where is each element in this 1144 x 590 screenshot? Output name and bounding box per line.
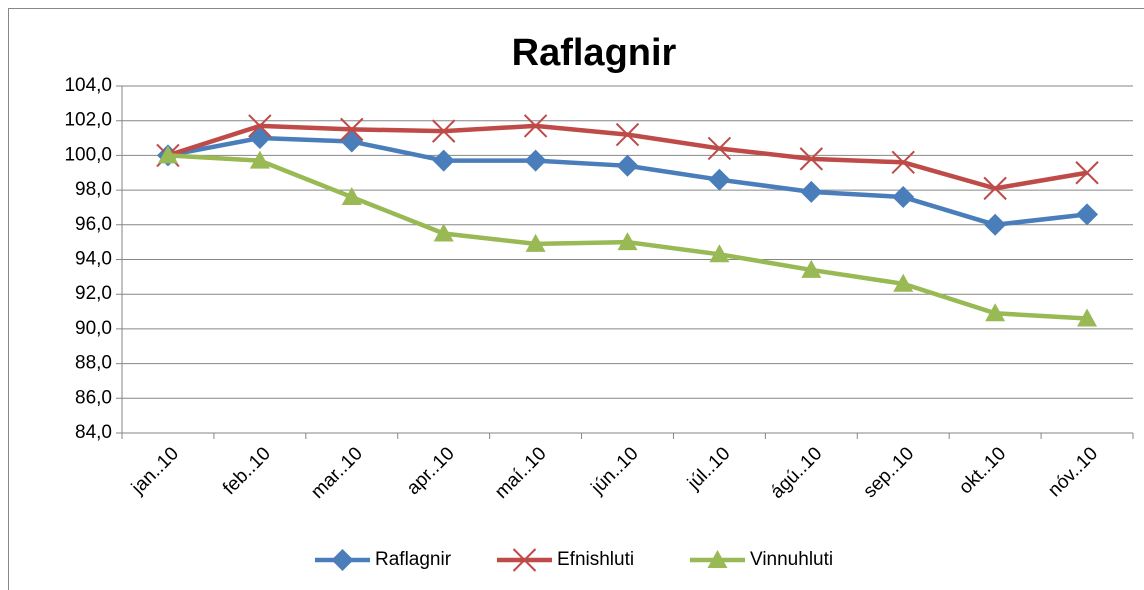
y-tick-label: 90,0 <box>75 318 112 339</box>
marker <box>431 119 456 143</box>
x-tick-label: okt..10 <box>955 443 1010 498</box>
marker <box>617 232 638 251</box>
marker <box>1075 161 1099 185</box>
y-tick-label: 88,0 <box>75 353 112 374</box>
x-tick-label: feb..10 <box>219 443 275 499</box>
marker <box>523 114 548 138</box>
y-tick-label: 96,0 <box>75 214 112 235</box>
y-tick-label: 86,0 <box>75 387 112 408</box>
marker <box>341 187 362 206</box>
marker <box>340 130 363 153</box>
x-tick-label: maí..10 <box>491 443 551 503</box>
marker <box>433 223 454 242</box>
marker <box>893 273 914 292</box>
marker <box>524 149 547 172</box>
marker <box>1076 203 1099 226</box>
legend-label: Raflagnir <box>375 549 452 570</box>
y-tick-label: 84,0 <box>75 422 112 443</box>
marker <box>983 176 1007 201</box>
marker <box>1077 308 1098 327</box>
y-tick-label: 92,0 <box>75 283 112 304</box>
marker <box>984 213 1007 236</box>
legend-label: Efnishluti <box>557 549 634 570</box>
x-tick-label: nóv..10 <box>1044 443 1102 501</box>
legend-label: Vinnuhluti <box>750 549 833 570</box>
legend-item: Raflagnir <box>315 549 452 571</box>
marker <box>800 180 823 203</box>
marker <box>892 186 915 209</box>
marker <box>708 168 731 191</box>
y-tick-label: 102,0 <box>64 110 112 131</box>
x-tick-label: ágú..10 <box>767 443 827 503</box>
legend-marker <box>512 548 537 572</box>
y-tick-label: 98,0 <box>75 179 112 200</box>
marker <box>709 244 730 263</box>
x-tick-label: apr..10 <box>403 443 459 499</box>
marker <box>707 136 732 161</box>
y-tick-label: 100,0 <box>64 144 112 165</box>
legend-item: Efnishluti <box>497 548 634 572</box>
legend-marker <box>707 550 728 568</box>
legend-marker <box>331 549 354 571</box>
marker <box>616 154 639 177</box>
marker <box>615 122 640 147</box>
marker <box>801 259 822 278</box>
marker <box>249 150 270 169</box>
chart-border <box>8 8 1144 590</box>
series-line <box>167 135 1088 228</box>
x-tick-label: júl..10 <box>683 443 734 494</box>
marker <box>248 114 272 138</box>
marker <box>525 233 546 252</box>
marker <box>340 117 364 142</box>
y-tick-label: 94,0 <box>75 249 112 270</box>
x-tick-label: sep..10 <box>859 443 918 502</box>
y-tick-label: 104,0 <box>64 75 112 96</box>
chart-title: Raflagnir <box>512 32 677 74</box>
legend-item: Vinnuhluti <box>690 549 833 570</box>
x-tick-label: jún..10 <box>587 443 643 499</box>
marker <box>157 145 178 164</box>
marker <box>985 303 1006 322</box>
x-tick-label: jan..10 <box>127 443 183 499</box>
marker <box>432 149 455 172</box>
x-tick-label: mar..10 <box>307 443 367 503</box>
marker <box>799 147 824 171</box>
marker <box>891 150 915 175</box>
